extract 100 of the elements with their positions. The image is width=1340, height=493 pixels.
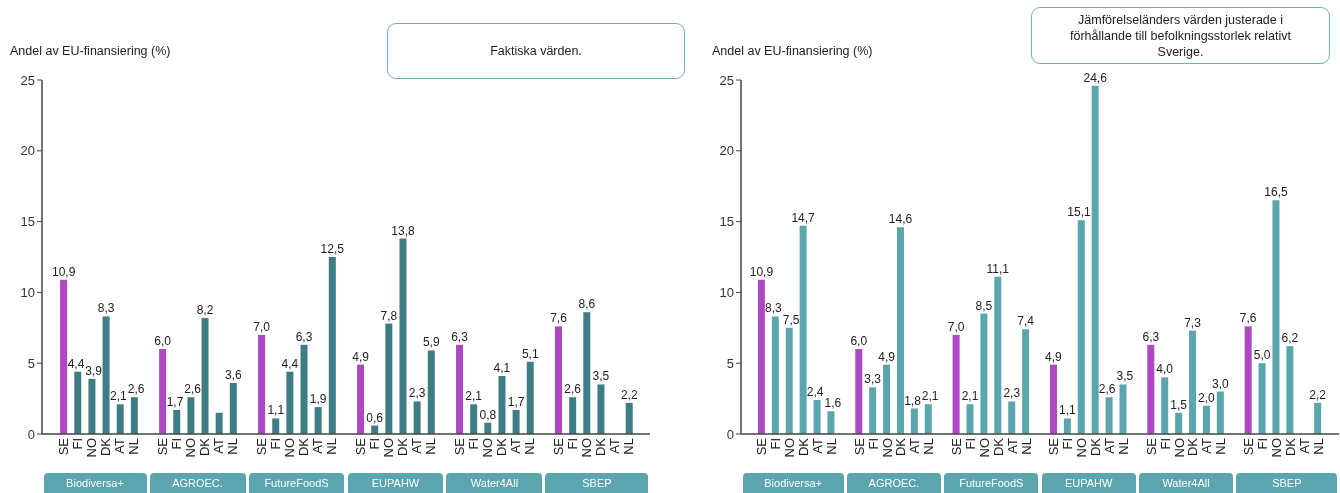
- x-tick-label: DK: [98, 437, 114, 457]
- x-tick-label: NL: [1213, 438, 1229, 455]
- bar: [470, 404, 478, 434]
- data-label: 7,5: [782, 312, 800, 327]
- x-tick-label: NL: [126, 438, 142, 455]
- x-tick-label: DK: [197, 437, 213, 457]
- data-label: 2,6: [127, 382, 145, 397]
- data-label: 8,3: [765, 301, 783, 316]
- bar: [555, 326, 563, 434]
- data-label: 2,0: [1198, 390, 1216, 405]
- x-tick-label: DK: [1088, 437, 1104, 457]
- chart-title: Faktiska värden.: [490, 43, 582, 59]
- x-tick-label: DK: [1282, 437, 1298, 457]
- data-label: 1,8: [904, 393, 922, 408]
- label-tab: FutureFoodS: [248, 473, 345, 493]
- data-label: 2,6: [1098, 382, 1116, 397]
- x-tick-label: AT: [809, 437, 825, 454]
- data-label: 2,1: [921, 389, 939, 404]
- data-label: 5,9: [422, 335, 440, 350]
- note-box: Faktiska värden.: [387, 23, 685, 79]
- bar: [896, 227, 904, 434]
- x-tick-label: NL: [621, 438, 637, 455]
- bar: [413, 401, 421, 434]
- bar: [427, 350, 435, 434]
- x-tick-label: FI: [168, 438, 184, 450]
- bar: [286, 371, 294, 434]
- y-tick-label: 20: [719, 143, 734, 159]
- data-label: 0,6: [366, 410, 384, 425]
- x-tick-label: NL: [921, 438, 937, 455]
- data-label: 8,6: [578, 297, 596, 312]
- bar: [869, 387, 877, 434]
- bar: [272, 418, 280, 434]
- bar: [498, 375, 506, 434]
- x-tick-label: AT: [1004, 437, 1020, 454]
- bar: [1105, 397, 1113, 434]
- data-label: 1,7: [507, 394, 525, 409]
- data-label: 7,0: [253, 319, 271, 334]
- bar: [512, 409, 520, 434]
- bar: [187, 397, 195, 434]
- x-tick-label: DK: [593, 437, 609, 457]
- bar: [799, 225, 807, 434]
- data-label: 4,9: [352, 349, 370, 364]
- bar: [102, 316, 110, 434]
- data-label: 6,2: [1281, 331, 1299, 346]
- note-box: Jämförelseländers värden justerade i förhållande till befolkningsstorlek relativt Sverige.: [1031, 7, 1330, 64]
- data-label: 8,2: [196, 302, 214, 317]
- y-tick-label: 0: [27, 426, 35, 442]
- data-label: 2,6: [564, 382, 582, 397]
- data-label: 4,1: [493, 360, 511, 375]
- x-tick-label: NO: [1268, 438, 1284, 458]
- bar: [1286, 346, 1294, 434]
- x-tick-label: NL: [1310, 438, 1326, 455]
- bar: [597, 384, 605, 434]
- x-tick-label: NO: [1171, 438, 1187, 458]
- data-label: 7,0: [947, 319, 965, 334]
- bar: [173, 409, 181, 434]
- x-tick-label: DK: [296, 437, 312, 457]
- x-tick-label: FI: [564, 438, 580, 450]
- data-label: 6,3: [295, 329, 313, 344]
- bar: [300, 344, 308, 434]
- bar: [924, 404, 932, 434]
- data-label: 6,0: [850, 334, 868, 349]
- bar: [1077, 220, 1085, 434]
- bar: [569, 397, 577, 434]
- data-label: 2,6: [184, 382, 202, 397]
- data-label: 6,3: [1142, 329, 1160, 344]
- bar: [456, 344, 464, 434]
- bar: [1008, 401, 1016, 434]
- y-axis-title: Andel av EU-finansiering (%): [10, 44, 171, 58]
- data-label: 3,5: [592, 369, 610, 384]
- data-label: 2,1: [961, 389, 979, 404]
- label-tab: Biodiversa+: [742, 473, 844, 493]
- x-tick-label: NO: [578, 438, 594, 458]
- data-label: 1,9: [309, 392, 327, 407]
- x-tick-label: AT: [112, 437, 128, 454]
- bar: [1091, 85, 1099, 434]
- data-label: 1,6: [824, 396, 842, 411]
- label-tab: FutureFoodS: [944, 473, 1039, 493]
- x-tick-label: DK: [893, 437, 909, 457]
- y-tick-label: 20: [20, 143, 35, 159]
- bar: [855, 349, 863, 434]
- bar: [1161, 377, 1169, 434]
- data-label: 4,9: [878, 349, 896, 364]
- bar: [201, 317, 209, 434]
- x-tick-label: NL: [225, 438, 241, 455]
- bar: [827, 411, 835, 434]
- data-label: 7,8: [380, 308, 398, 323]
- x-tick-label: DK: [796, 437, 812, 457]
- x-tick-label: NO: [1074, 438, 1090, 458]
- data-label: 7,6: [550, 311, 568, 326]
- x-tick-label: AT: [310, 437, 326, 454]
- x-tick-label: FI: [865, 438, 881, 450]
- data-label: 3,6: [224, 368, 242, 383]
- bar: [328, 257, 336, 434]
- bar: [1202, 405, 1210, 434]
- data-label: 1,5: [1170, 397, 1188, 412]
- x-tick-label: NO: [380, 438, 396, 458]
- data-label: 15,1: [1067, 205, 1091, 220]
- bar: [1272, 200, 1280, 434]
- y-tick-label: 25: [719, 72, 734, 88]
